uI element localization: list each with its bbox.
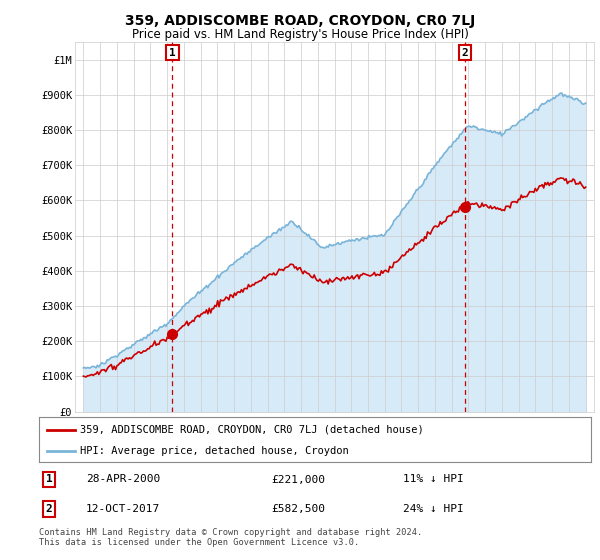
Text: 2: 2 [46, 504, 52, 514]
Text: 11% ↓ HPI: 11% ↓ HPI [403, 474, 464, 484]
Text: 2: 2 [461, 48, 468, 58]
Text: £582,500: £582,500 [271, 504, 325, 514]
Text: 24% ↓ HPI: 24% ↓ HPI [403, 504, 464, 514]
Text: £221,000: £221,000 [271, 474, 325, 484]
Text: 12-OCT-2017: 12-OCT-2017 [86, 504, 160, 514]
Text: HPI: Average price, detached house, Croydon: HPI: Average price, detached house, Croy… [80, 446, 349, 456]
Text: 359, ADDISCOMBE ROAD, CROYDON, CR0 7LJ: 359, ADDISCOMBE ROAD, CROYDON, CR0 7LJ [125, 14, 475, 28]
Text: 1: 1 [46, 474, 52, 484]
Text: 359, ADDISCOMBE ROAD, CROYDON, CR0 7LJ (detached house): 359, ADDISCOMBE ROAD, CROYDON, CR0 7LJ (… [80, 424, 424, 435]
Text: 1: 1 [169, 48, 176, 58]
Text: Contains HM Land Registry data © Crown copyright and database right 2024.
This d: Contains HM Land Registry data © Crown c… [39, 528, 422, 547]
Text: 28-APR-2000: 28-APR-2000 [86, 474, 160, 484]
Text: Price paid vs. HM Land Registry's House Price Index (HPI): Price paid vs. HM Land Registry's House … [131, 28, 469, 41]
